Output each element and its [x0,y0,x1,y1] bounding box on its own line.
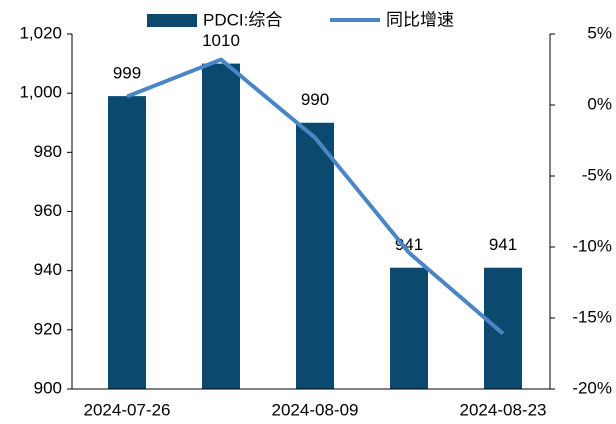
y-tick-label: 1,000 [19,83,62,102]
data-label: 990 [301,90,329,109]
legend-label: PDCI:综合 [203,10,282,29]
line [126,57,505,336]
x-tick-label: 2024-08-09 [272,400,359,419]
data-label: 941 [395,235,423,254]
bar [484,267,522,389]
x-tick-label: 2024-07-26 [84,400,171,419]
bar [296,122,334,389]
data-label: 941 [489,235,517,254]
y2-tick-label: -5% [582,165,612,184]
data-label: 999 [113,64,141,83]
y-tick-label: 980 [34,142,62,161]
data-label: 1010 [202,31,240,50]
y2-tick-label: -15% [572,307,612,326]
y-tick-label: 920 [34,319,62,338]
y-tick-label: 960 [34,201,62,220]
y2-tick-label: 5% [587,23,612,42]
y-tick-label: 900 [34,378,62,397]
y2-tick-label: 0% [587,94,612,113]
legend-swatch [147,14,197,27]
bar [108,96,146,389]
y2-tick-label: -10% [572,236,612,255]
bar [390,267,428,389]
y2-tick-label: -20% [572,378,612,397]
bar [202,63,240,389]
legend-label: 同比增速 [386,10,454,29]
x-tick-label: 2024-08-23 [460,400,547,419]
y-tick-label: 1,020 [19,23,62,42]
y-tick-label: 940 [34,260,62,279]
